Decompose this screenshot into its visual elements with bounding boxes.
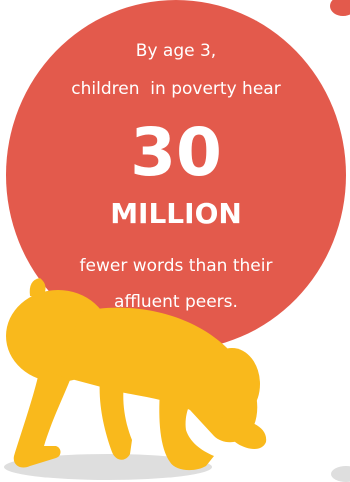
- partial-circle-decoration: [330, 0, 350, 16]
- stat-outro-line-2: affluent peers.: [114, 292, 238, 312]
- stat-intro-line-2: children in poverty hear: [71, 79, 281, 99]
- stat-intro-line-1: By age 3,: [135, 41, 217, 61]
- stat-unit: MILLION: [110, 197, 242, 230]
- partial-shadow-decoration: [331, 466, 350, 482]
- stat-outro-line-1: fewer words than their: [79, 256, 273, 276]
- stat-number: 30: [130, 114, 222, 191]
